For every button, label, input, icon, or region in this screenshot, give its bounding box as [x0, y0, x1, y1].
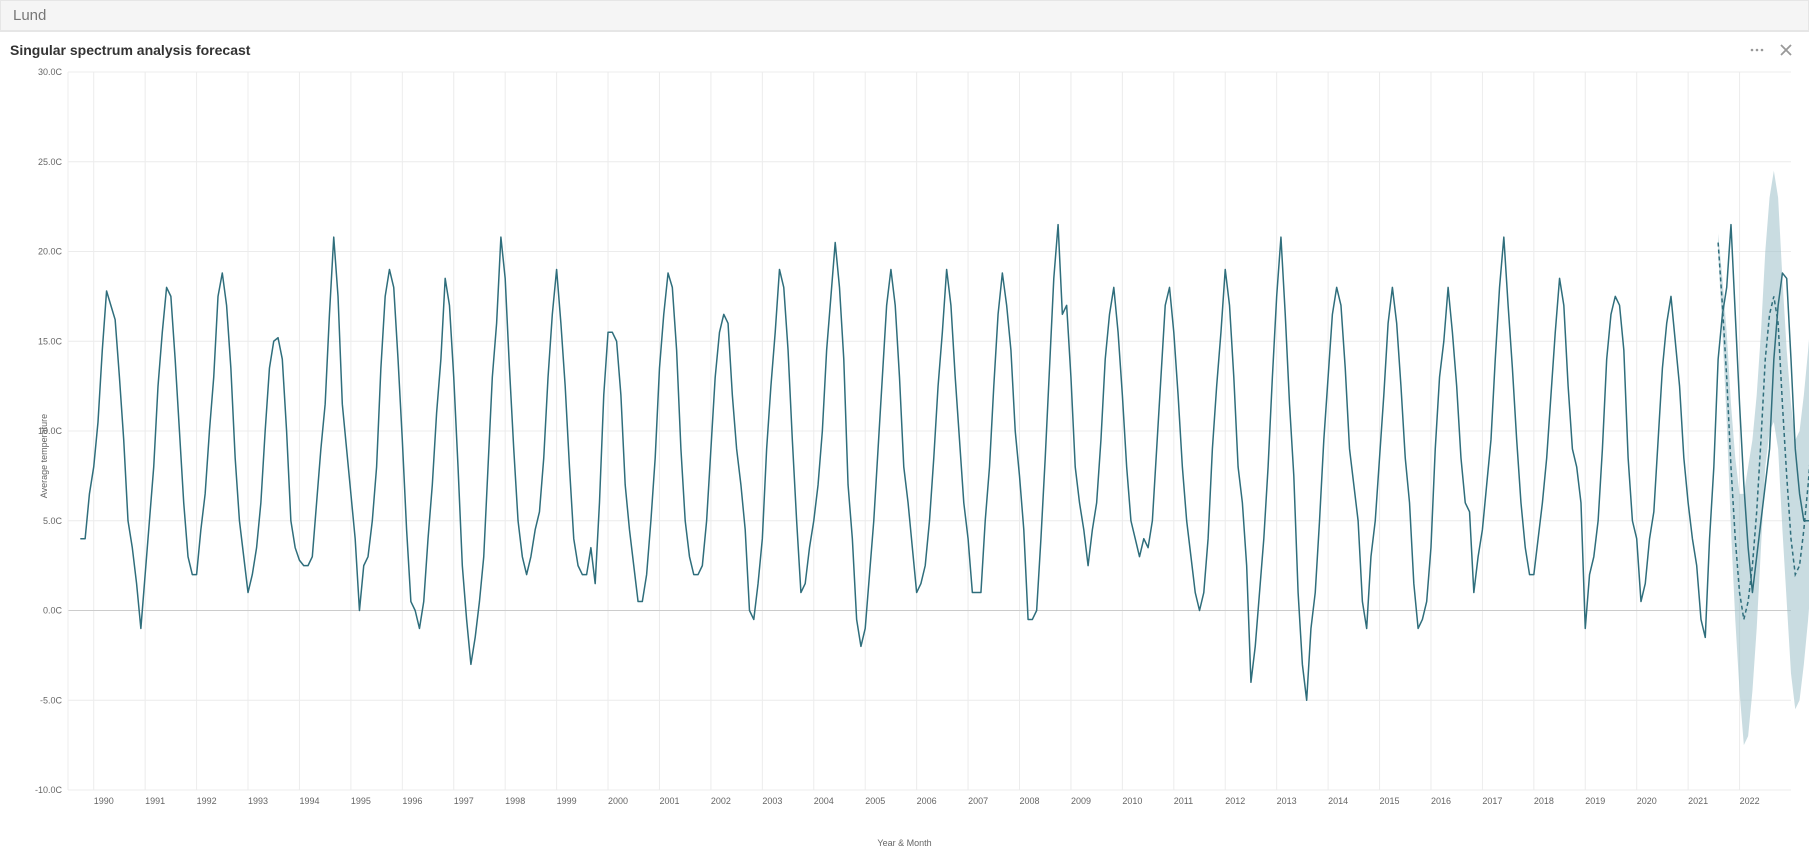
x-tick-label: 1990 — [94, 796, 114, 806]
historical-line — [81, 225, 1809, 701]
x-tick-label: 2016 — [1431, 796, 1451, 806]
y-tick-label: 25.0C — [38, 157, 63, 167]
x-tick-label: 2005 — [865, 796, 885, 806]
more-options-icon[interactable] — [1749, 42, 1765, 58]
x-tick-label: 2010 — [1122, 796, 1142, 806]
x-tick-label: 2009 — [1071, 796, 1091, 806]
y-tick-label: 20.0C — [38, 247, 63, 257]
y-axis-label: Average temperature — [39, 414, 49, 498]
x-tick-label: 2003 — [762, 796, 782, 806]
x-tick-label: 2019 — [1585, 796, 1605, 806]
x-tick-label: 2004 — [814, 796, 834, 806]
y-tick-label: 15.0C — [38, 336, 63, 346]
chart-svg: -10.0C-5.0C0.0C5.0C10.0C15.0C20.0C25.0C3… — [0, 62, 1809, 850]
x-tick-label: 2014 — [1328, 796, 1348, 806]
x-tick-label: 1996 — [402, 796, 422, 806]
page-header: Lund — [0, 0, 1809, 31]
y-tick-label: 5.0C — [43, 516, 63, 526]
y-tick-label: -5.0C — [40, 695, 63, 705]
x-tick-label: 1995 — [351, 796, 371, 806]
x-tick-label: 2006 — [917, 796, 937, 806]
x-tick-label: 1992 — [197, 796, 217, 806]
x-tick-label: 1993 — [248, 796, 268, 806]
chart-container: Average temperature Year & Month -10.0C -… — [0, 62, 1809, 850]
x-tick-label: 1999 — [557, 796, 577, 806]
x-tick-label: 1998 — [505, 796, 525, 806]
close-icon[interactable] — [1779, 43, 1793, 57]
page-title: Lund — [13, 7, 46, 24]
x-tick-label: 2012 — [1225, 796, 1245, 806]
y-tick-label: 30.0C — [38, 67, 63, 77]
x-tick-label: 2022 — [1740, 796, 1760, 806]
x-tick-label: 2018 — [1534, 796, 1554, 806]
x-tick-label: 1994 — [299, 796, 319, 806]
x-tick-label: 2021 — [1688, 796, 1708, 806]
x-tick-label: 2007 — [968, 796, 988, 806]
x-tick-label: 2015 — [1380, 796, 1400, 806]
x-tick-label: 1991 — [145, 796, 165, 806]
y-tick-label: 0.0C — [43, 606, 63, 616]
x-tick-label: 2011 — [1174, 796, 1193, 806]
chart-title: Singular spectrum analysis forecast — [10, 42, 1735, 58]
x-tick-label: 2020 — [1637, 796, 1657, 806]
x-tick-label: 2000 — [608, 796, 628, 806]
y-tick-label: -10.0C — [35, 785, 63, 795]
x-tick-label: 1997 — [454, 796, 474, 806]
chart-title-row: Singular spectrum analysis forecast — [0, 31, 1809, 62]
x-tick-label: 2008 — [1020, 796, 1040, 806]
x-tick-label: 2001 — [659, 796, 679, 806]
x-tick-label: 2013 — [1277, 796, 1297, 806]
x-tick-label: 2017 — [1482, 796, 1502, 806]
x-tick-label: 2002 — [711, 796, 731, 806]
x-axis-label: Year & Month — [877, 838, 931, 848]
